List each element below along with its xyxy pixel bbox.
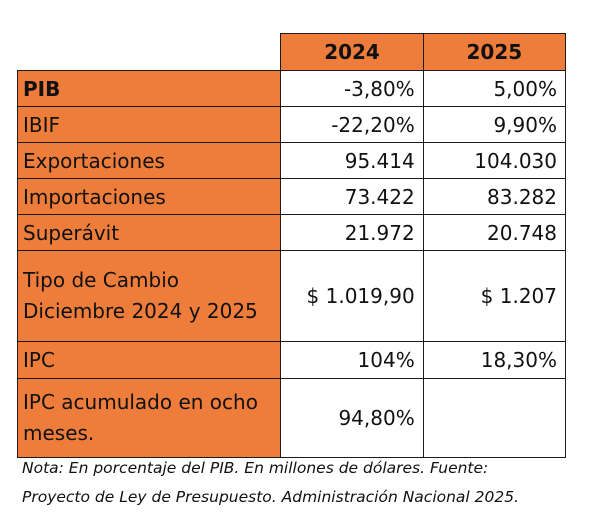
value-2024: 73.422 [280, 178, 424, 215]
row-label: IPC [16, 341, 282, 379]
value-2025 [422, 378, 567, 458]
table-footnote: Nota: En porcentaje del PIB. En millones… [22, 454, 592, 512]
economic-indicators-table: 2024 2025 PIB -3,80% 5,00% IBIF -22,20% … [16, 33, 567, 458]
value-2024: $ 1.019,90 [280, 250, 424, 342]
value-2025: 104.030 [422, 142, 567, 179]
value-2024: 21.972 [280, 214, 424, 251]
table-row-tipo-de-cambio: Tipo de Cambio Diciembre 2024 y 2025 $ 1… [16, 250, 567, 342]
value-2024: 94,80% [280, 378, 424, 458]
table-row-ipc: IPC 104% 18,30% [16, 341, 567, 379]
row-label: Importaciones [16, 178, 282, 215]
value-2024: -3,80% [280, 70, 424, 107]
header-2025: 2025 [422, 33, 567, 71]
row-label: Superávit [16, 214, 282, 251]
value-2025: 9,90% [422, 106, 567, 143]
table-row-importaciones: Importaciones 73.422 83.282 [16, 178, 567, 215]
header-2024: 2024 [280, 33, 424, 71]
value-2024: 95.414 [280, 142, 424, 179]
header-row: 2024 2025 [17, 33, 567, 71]
value-2025: 5,00% [422, 70, 567, 107]
table-row-ipc-acumulado: IPC acumulado en ocho meses. 94,80% [16, 378, 567, 458]
corner-cell [17, 33, 282, 71]
row-label: Exportaciones [16, 142, 282, 179]
row-label-line1: IPC acumulado en ocho [23, 390, 258, 414]
row-label: Tipo de Cambio Diciembre 2024 y 2025 [16, 250, 282, 342]
row-label-line2: meses. [23, 421, 95, 445]
value-2025: 83.282 [422, 178, 567, 215]
table-row-exportaciones: Exportaciones 95.414 104.030 [16, 142, 567, 179]
value-2024: -22,20% [280, 106, 424, 143]
row-label-line1: Tipo de Cambio [23, 268, 179, 292]
table-row-superavit: Superávit 21.972 20.748 [16, 214, 567, 251]
footnote-line1: Nota: En porcentaje del PIB. En millones… [22, 459, 489, 477]
value-2025: 18,30% [422, 341, 567, 379]
row-label: IBIF [16, 106, 282, 143]
value-2024: 104% [280, 341, 424, 379]
row-label: PIB [16, 70, 282, 107]
row-label: IPC acumulado en ocho meses. [16, 378, 282, 458]
table-row-ibif: IBIF -22,20% 9,90% [16, 106, 567, 143]
row-label-line2: Diciembre 2024 y 2025 [23, 299, 258, 323]
footnote-line2: Proyecto de Ley de Presupuesto. Administ… [22, 488, 520, 506]
table-row-pib: PIB -3,80% 5,00% [16, 70, 567, 107]
value-2025: 20.748 [422, 214, 567, 251]
value-2025: $ 1.207 [422, 250, 567, 342]
